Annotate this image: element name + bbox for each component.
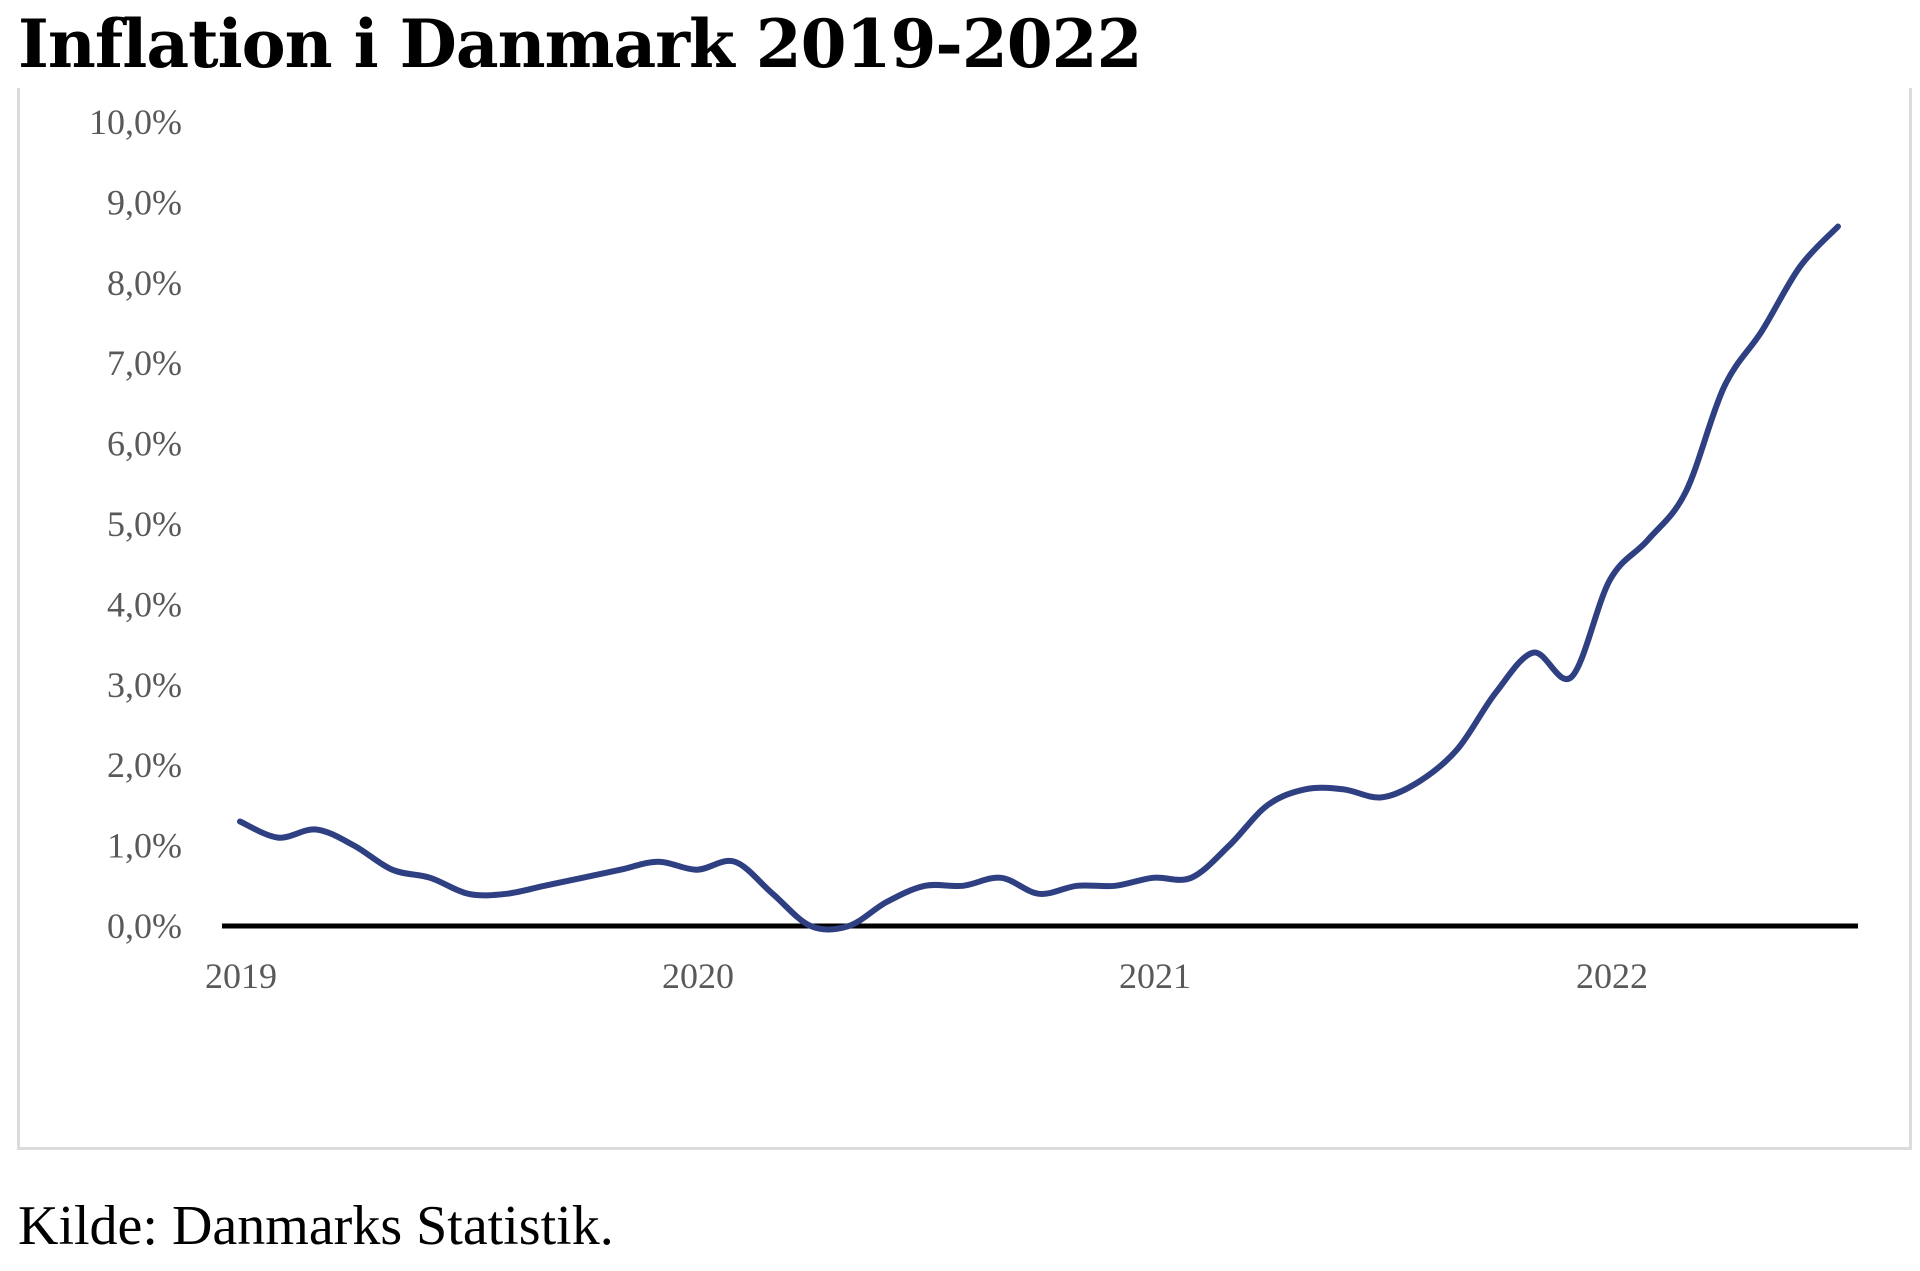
x-tick-label: 2020 — [662, 956, 734, 996]
x-tick-label: 2021 — [1119, 956, 1191, 996]
y-tick-label: 2,0% — [107, 745, 182, 785]
data-point-2020-02 — [732, 859, 738, 865]
source-note: Kilde: Danmarks Statistik. — [18, 1195, 614, 1257]
data-point-2019-06 — [427, 875, 433, 881]
data-point-2019-09 — [541, 883, 547, 889]
data-point-2021-01 — [1150, 875, 1156, 881]
data-point-2019-08 — [503, 891, 509, 897]
data-point-2021-04 — [1264, 802, 1270, 808]
data-point-2019-10 — [579, 875, 585, 881]
y-tick-label: 7,0% — [107, 343, 182, 383]
data-points — [237, 224, 1841, 930]
data-point-2019-01 — [237, 819, 243, 825]
data-point-2022-06 — [1797, 264, 1803, 270]
data-point-2022-02 — [1645, 537, 1651, 543]
data-point-2020-06 — [884, 899, 890, 905]
data-point-2020-03 — [770, 891, 776, 897]
data-point-2019-07 — [465, 891, 471, 897]
data-point-2020-09 — [998, 875, 1004, 881]
data-point-2019-05 — [389, 867, 395, 873]
data-point-2019-03 — [313, 827, 319, 833]
y-tick-label: 8,0% — [107, 263, 182, 303]
x-tick-label: 2022 — [1576, 956, 1648, 996]
data-point-2020-01 — [694, 867, 700, 873]
data-point-2020-08 — [960, 883, 966, 889]
inflation-series-line — [237, 223, 1841, 933]
chart-title: Inflation i Danmark 2019-2022 — [18, 5, 1143, 83]
data-point-2019-02 — [275, 835, 281, 841]
y-tick-label: 5,0% — [107, 504, 182, 544]
data-point-2021-03 — [1226, 843, 1232, 849]
data-point-2022-04 — [1721, 384, 1727, 390]
y-tick-label: 6,0% — [107, 424, 182, 464]
data-point-2021-10 — [1493, 690, 1499, 696]
x-axis-ticks: 2019 2020 2021 2022 — [205, 956, 1648, 996]
y-tick-label: 10,0% — [89, 102, 182, 142]
chart-frame — [17, 88, 1912, 1150]
data-point-2022-01 — [1607, 577, 1613, 583]
data-point-2020-04 — [808, 923, 814, 929]
data-point-2021-07 — [1378, 794, 1384, 800]
data-point-2021-11 — [1531, 650, 1537, 656]
data-point-2020-05 — [846, 923, 852, 929]
data-point-2019-11 — [618, 867, 624, 873]
data-point-2020-10 — [1036, 891, 1042, 897]
data-point-2021-09 — [1455, 746, 1461, 752]
inflation-line-chart: 0,0% 1,0% 2,0% 3,0% 4,0% 5,0% 6,0% 7,0% 8,0% 9,0%… — [89, 102, 1858, 996]
data-point-2021-08 — [1417, 778, 1423, 784]
y-tick-label: 0,0% — [107, 906, 182, 946]
data-point-2021-12 — [1569, 674, 1575, 680]
y-tick-label: 1,0% — [107, 826, 182, 866]
data-point-2019-12 — [656, 859, 662, 865]
data-point-2020-12 — [1112, 883, 1118, 889]
y-axis-ticks: 0,0% 1,0% 2,0% 3,0% 4,0% 5,0% 6,0% 7,0% 8,0% 9,0%… — [89, 102, 182, 946]
data-point-2022-07 — [1835, 224, 1841, 230]
y-tick-label: 4,0% — [107, 584, 182, 624]
data-point-2020-07 — [922, 883, 928, 889]
data-point-2022-03 — [1683, 489, 1689, 495]
data-point-2021-05 — [1302, 786, 1308, 792]
data-point-2019-04 — [351, 843, 357, 849]
data-point-2020-11 — [1074, 883, 1080, 889]
y-tick-label: 9,0% — [107, 182, 182, 222]
y-tick-label: 3,0% — [107, 665, 182, 705]
data-point-2022-05 — [1759, 328, 1765, 334]
data-point-2021-06 — [1340, 786, 1346, 792]
data-point-2021-02 — [1188, 875, 1194, 881]
x-tick-label: 2019 — [205, 956, 277, 996]
